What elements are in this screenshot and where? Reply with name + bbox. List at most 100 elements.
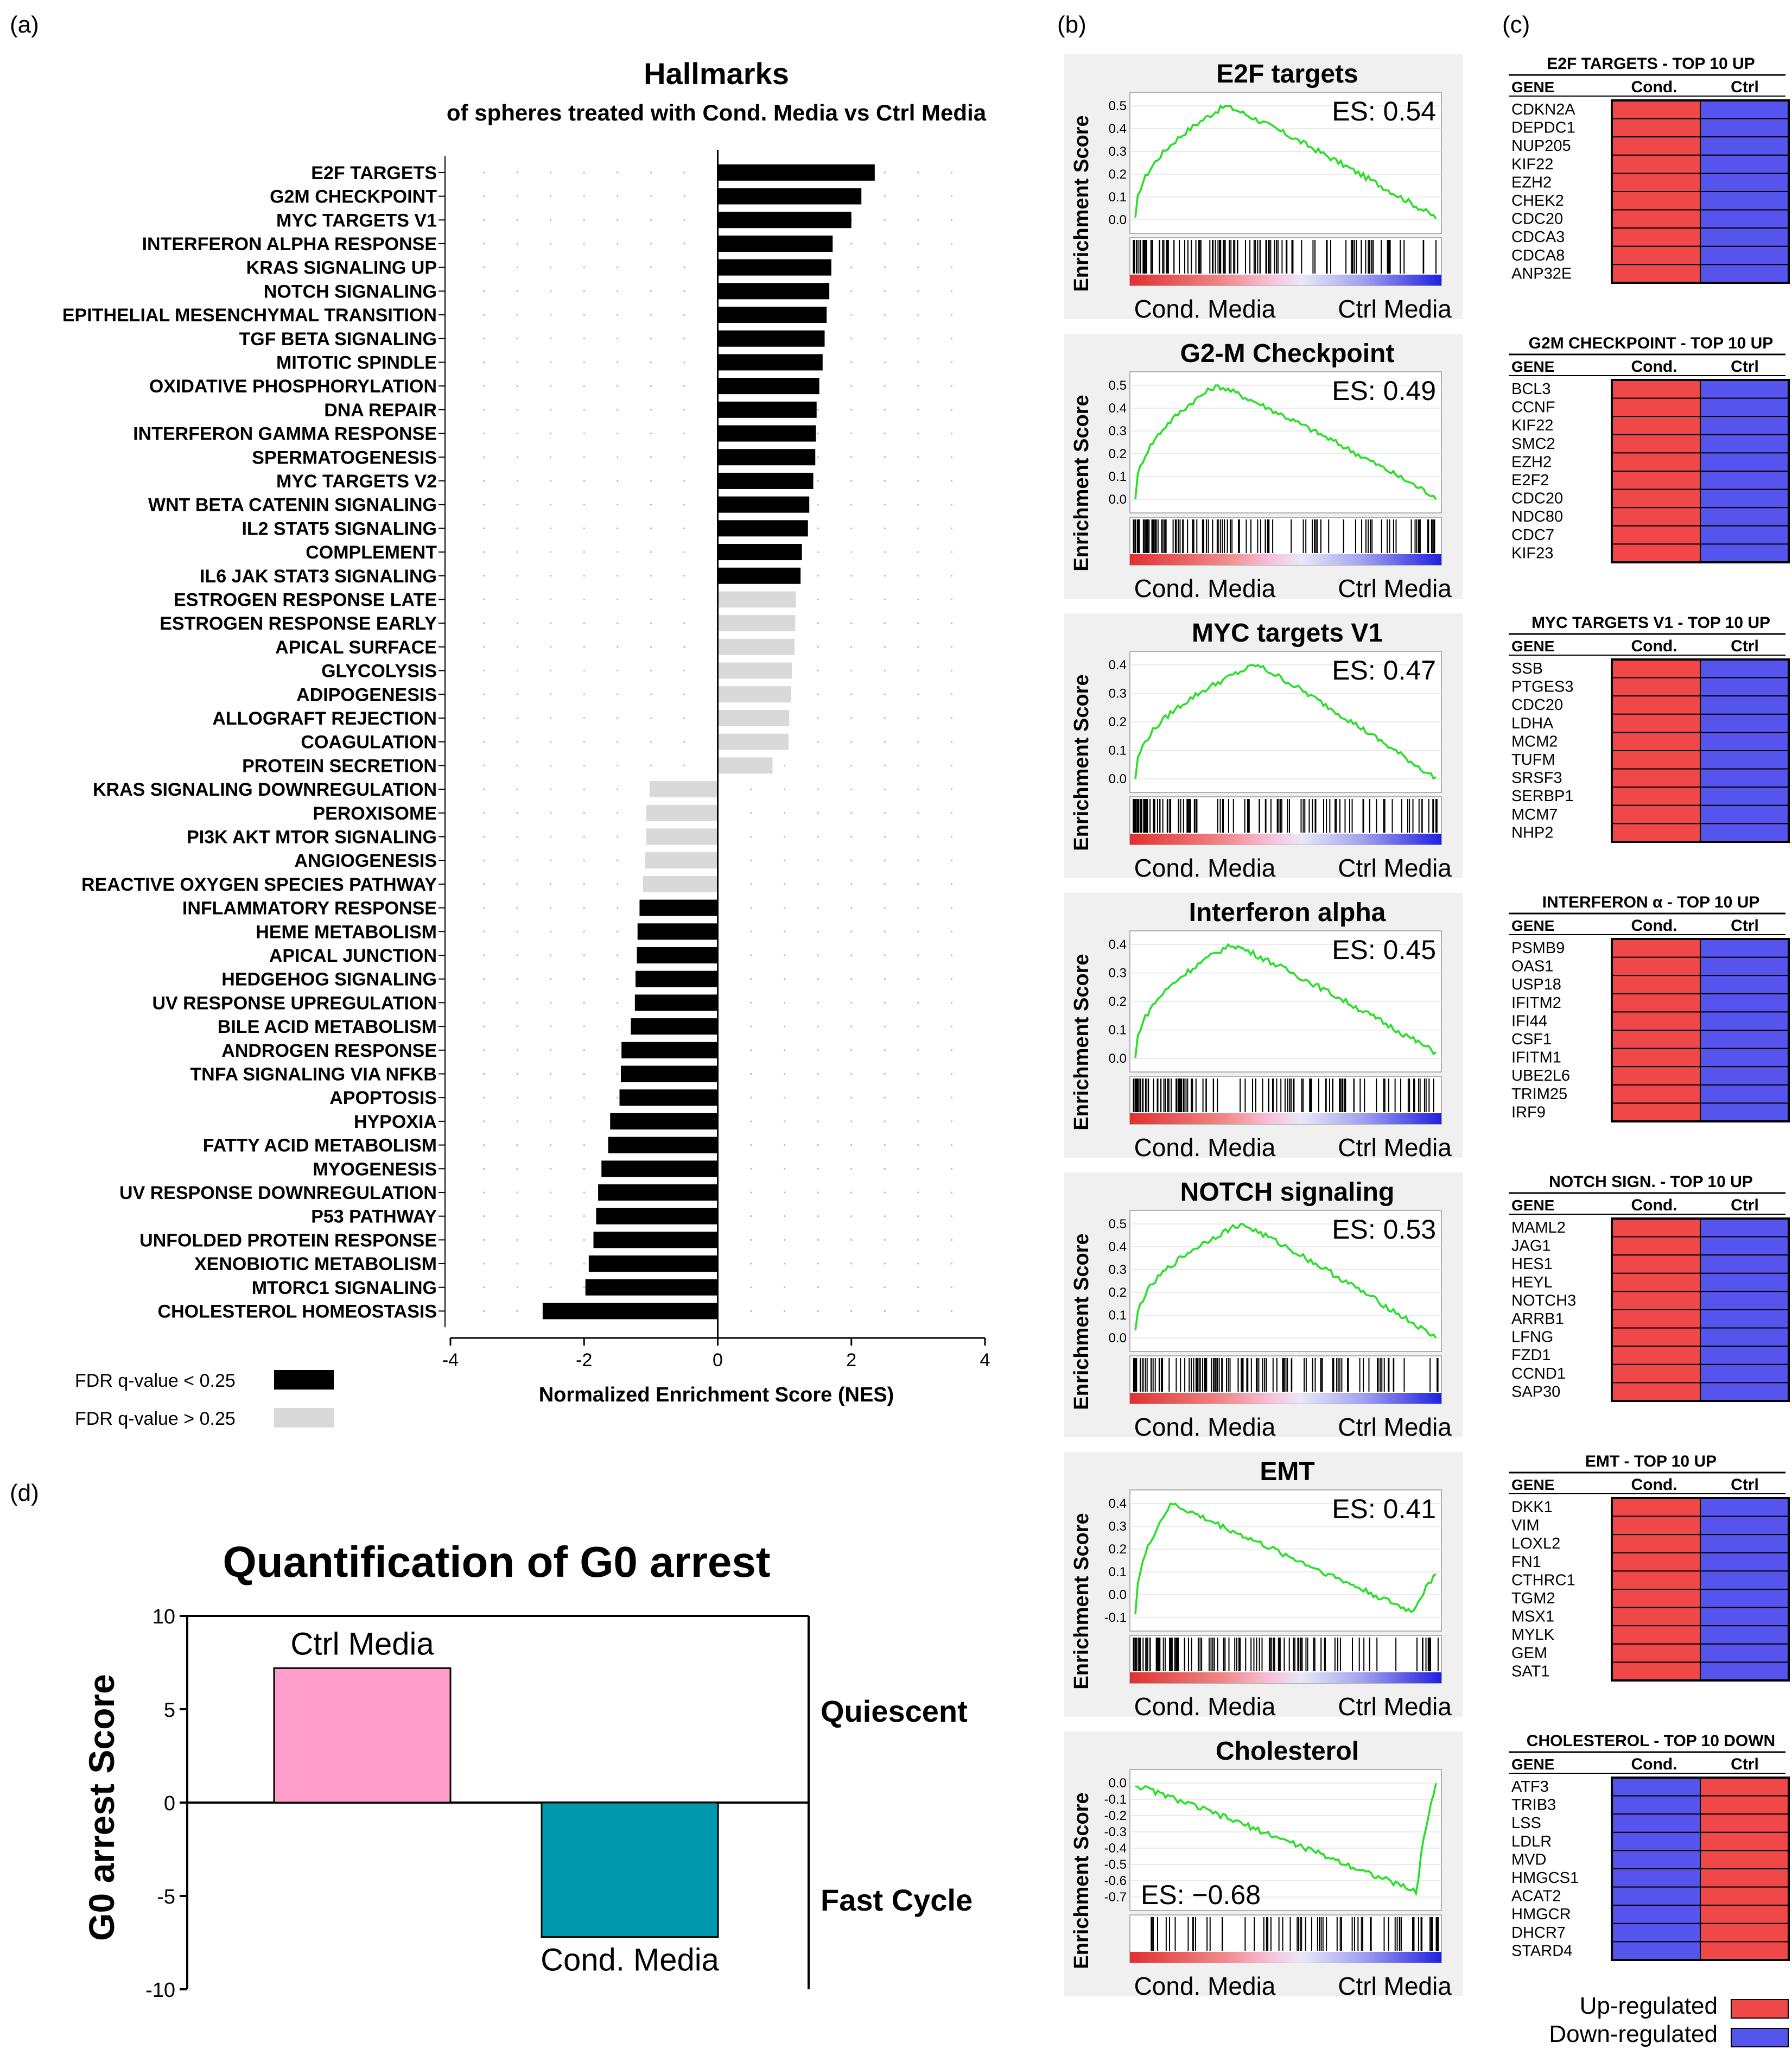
grid-dot xyxy=(784,859,786,861)
category-label: DNA REPAIR xyxy=(324,400,437,421)
grid-dot xyxy=(583,954,585,956)
grid-dot xyxy=(683,385,685,387)
heatmap-cell-cond xyxy=(1611,489,1701,509)
grid-dot xyxy=(884,290,886,292)
category-label: HEME METABOLISM xyxy=(256,922,437,942)
heatmap-gene-label: IFITM1 xyxy=(1511,1049,1561,1067)
grid-dot xyxy=(516,693,518,695)
grid-dot xyxy=(750,1096,752,1099)
grid-dot xyxy=(850,338,853,340)
category-label: UNFOLDED PROTEIN RESPONSE xyxy=(139,1230,437,1251)
heatmap-gene-header: GENE xyxy=(1511,638,1554,655)
heatmap-cell-ctrl xyxy=(1700,938,1789,958)
hallmarks-x-axis-label: Normalized Enrichment Score (NES) xyxy=(539,1384,894,1406)
grid-dot xyxy=(550,1215,552,1217)
grid-dot xyxy=(884,741,886,743)
gsea-y-axis-label: Enrichment Score xyxy=(1070,1233,1093,1410)
grid-dot xyxy=(950,1239,953,1241)
grid-dot xyxy=(917,480,919,482)
grid-dot xyxy=(617,1096,619,1099)
grid-dot xyxy=(583,646,585,648)
grid-dot xyxy=(884,527,886,529)
grid-dot xyxy=(583,1049,585,1051)
heatmap-gene-label: NDC80 xyxy=(1511,508,1563,525)
grid-dot xyxy=(884,409,886,411)
grid-dot xyxy=(583,835,585,838)
grid-dot xyxy=(850,1310,853,1312)
grid-dot xyxy=(516,741,518,743)
grid-dot xyxy=(583,1001,585,1004)
grid-dot xyxy=(683,646,685,648)
grid-dot xyxy=(917,195,919,198)
nes-bar xyxy=(717,283,830,300)
grid-dot xyxy=(917,551,919,553)
grid-dot xyxy=(917,575,919,577)
grid-dot xyxy=(817,669,819,672)
gsea-plots: E2F targets Enrichment Score 0.5 0.4 0.3 0.2 0… xyxy=(1064,54,1463,2000)
g0-bar xyxy=(541,1801,719,1938)
heatmap-cell-ctrl xyxy=(1700,1218,1789,1238)
grid-dot xyxy=(516,480,518,482)
grid-dot xyxy=(950,290,953,292)
grid-dot xyxy=(950,622,953,624)
grid-dot xyxy=(884,219,886,221)
category-label: EPITHELIAL MESENCHYMAL TRANSITION xyxy=(62,305,437,326)
gsea-right-label: Ctrl Media xyxy=(1338,1692,1452,1721)
heatmap-cell-cond xyxy=(1611,1795,1701,1815)
grid-dot xyxy=(583,1215,585,1217)
grid-dot xyxy=(583,1191,585,1194)
nes-bar xyxy=(717,709,790,726)
grid-dot xyxy=(482,859,485,861)
panel-label-d: (d) xyxy=(10,1480,39,1506)
category-label: ADIPOGENESIS xyxy=(296,684,437,705)
grid-dot xyxy=(516,432,518,435)
grid-dot xyxy=(850,693,853,695)
nes-bar xyxy=(717,757,773,774)
category-label: ANGIOGENESIS xyxy=(294,851,437,871)
heatmap-cell-ctrl xyxy=(1700,975,1789,994)
grid-dot xyxy=(950,954,953,956)
category-label: APICAL SURFACE xyxy=(275,637,437,658)
heatmap-cell-ctrl xyxy=(1700,804,1789,824)
grid-dot xyxy=(884,1073,886,1075)
grid-dot xyxy=(550,1001,552,1004)
grid-dot xyxy=(950,978,953,980)
grid-dot xyxy=(516,1025,518,1027)
grid-dot xyxy=(917,1025,919,1027)
gsea-es-value: ES: 0.41 xyxy=(1332,1494,1436,1524)
grid-dot xyxy=(550,906,552,909)
heatmap-cell-ctrl xyxy=(1700,1534,1789,1553)
grid-dot xyxy=(950,1310,953,1312)
grid-dot xyxy=(550,788,552,790)
grid-dot xyxy=(950,1001,953,1004)
grid-dot xyxy=(817,1001,819,1004)
grid-dot xyxy=(583,1144,585,1146)
heatmap-cell-ctrl xyxy=(1700,713,1789,733)
hallmarks-nes-chart: Hallmarks of spheres treated with Cond. … xyxy=(62,56,990,1429)
grid-dot xyxy=(750,1025,752,1027)
grid-dot xyxy=(550,622,552,624)
grid-dot xyxy=(683,432,685,435)
gsea-y-tick-label: -0.3 xyxy=(1104,1825,1127,1839)
grid-dot xyxy=(784,1191,786,1194)
grid-dot xyxy=(817,930,819,932)
gsea-y-tick-label: 0.5 xyxy=(1109,99,1127,113)
heatmap-block: CHOLESTEROL - TOP 10 DOWN GENE Cond. Ctrl AT… xyxy=(1509,1732,1790,1961)
gsea-y-tick-label: 0.1 xyxy=(1109,190,1127,205)
nes-bar xyxy=(717,472,814,489)
grid-dot xyxy=(583,717,585,719)
heatmap-gene-label: GEM xyxy=(1511,1645,1547,1662)
grid-dot xyxy=(750,812,752,814)
heatmap-cell-cond xyxy=(1611,804,1701,824)
heatmap-cell-ctrl xyxy=(1700,659,1789,678)
grid-dot xyxy=(884,1191,886,1194)
grid-dot xyxy=(784,930,786,932)
grid-dot xyxy=(884,622,886,624)
heatmap-gene-label: EZH2 xyxy=(1511,453,1552,471)
gsea-es-value: ES: 0.45 xyxy=(1332,935,1436,965)
category-label: MYC TARGETS V2 xyxy=(276,471,437,492)
grid-dot xyxy=(650,575,652,577)
grid-dot xyxy=(917,172,919,174)
heatmap-cell-ctrl xyxy=(1700,1868,1789,1888)
category-label: SPERMATOGENESIS xyxy=(252,447,437,468)
